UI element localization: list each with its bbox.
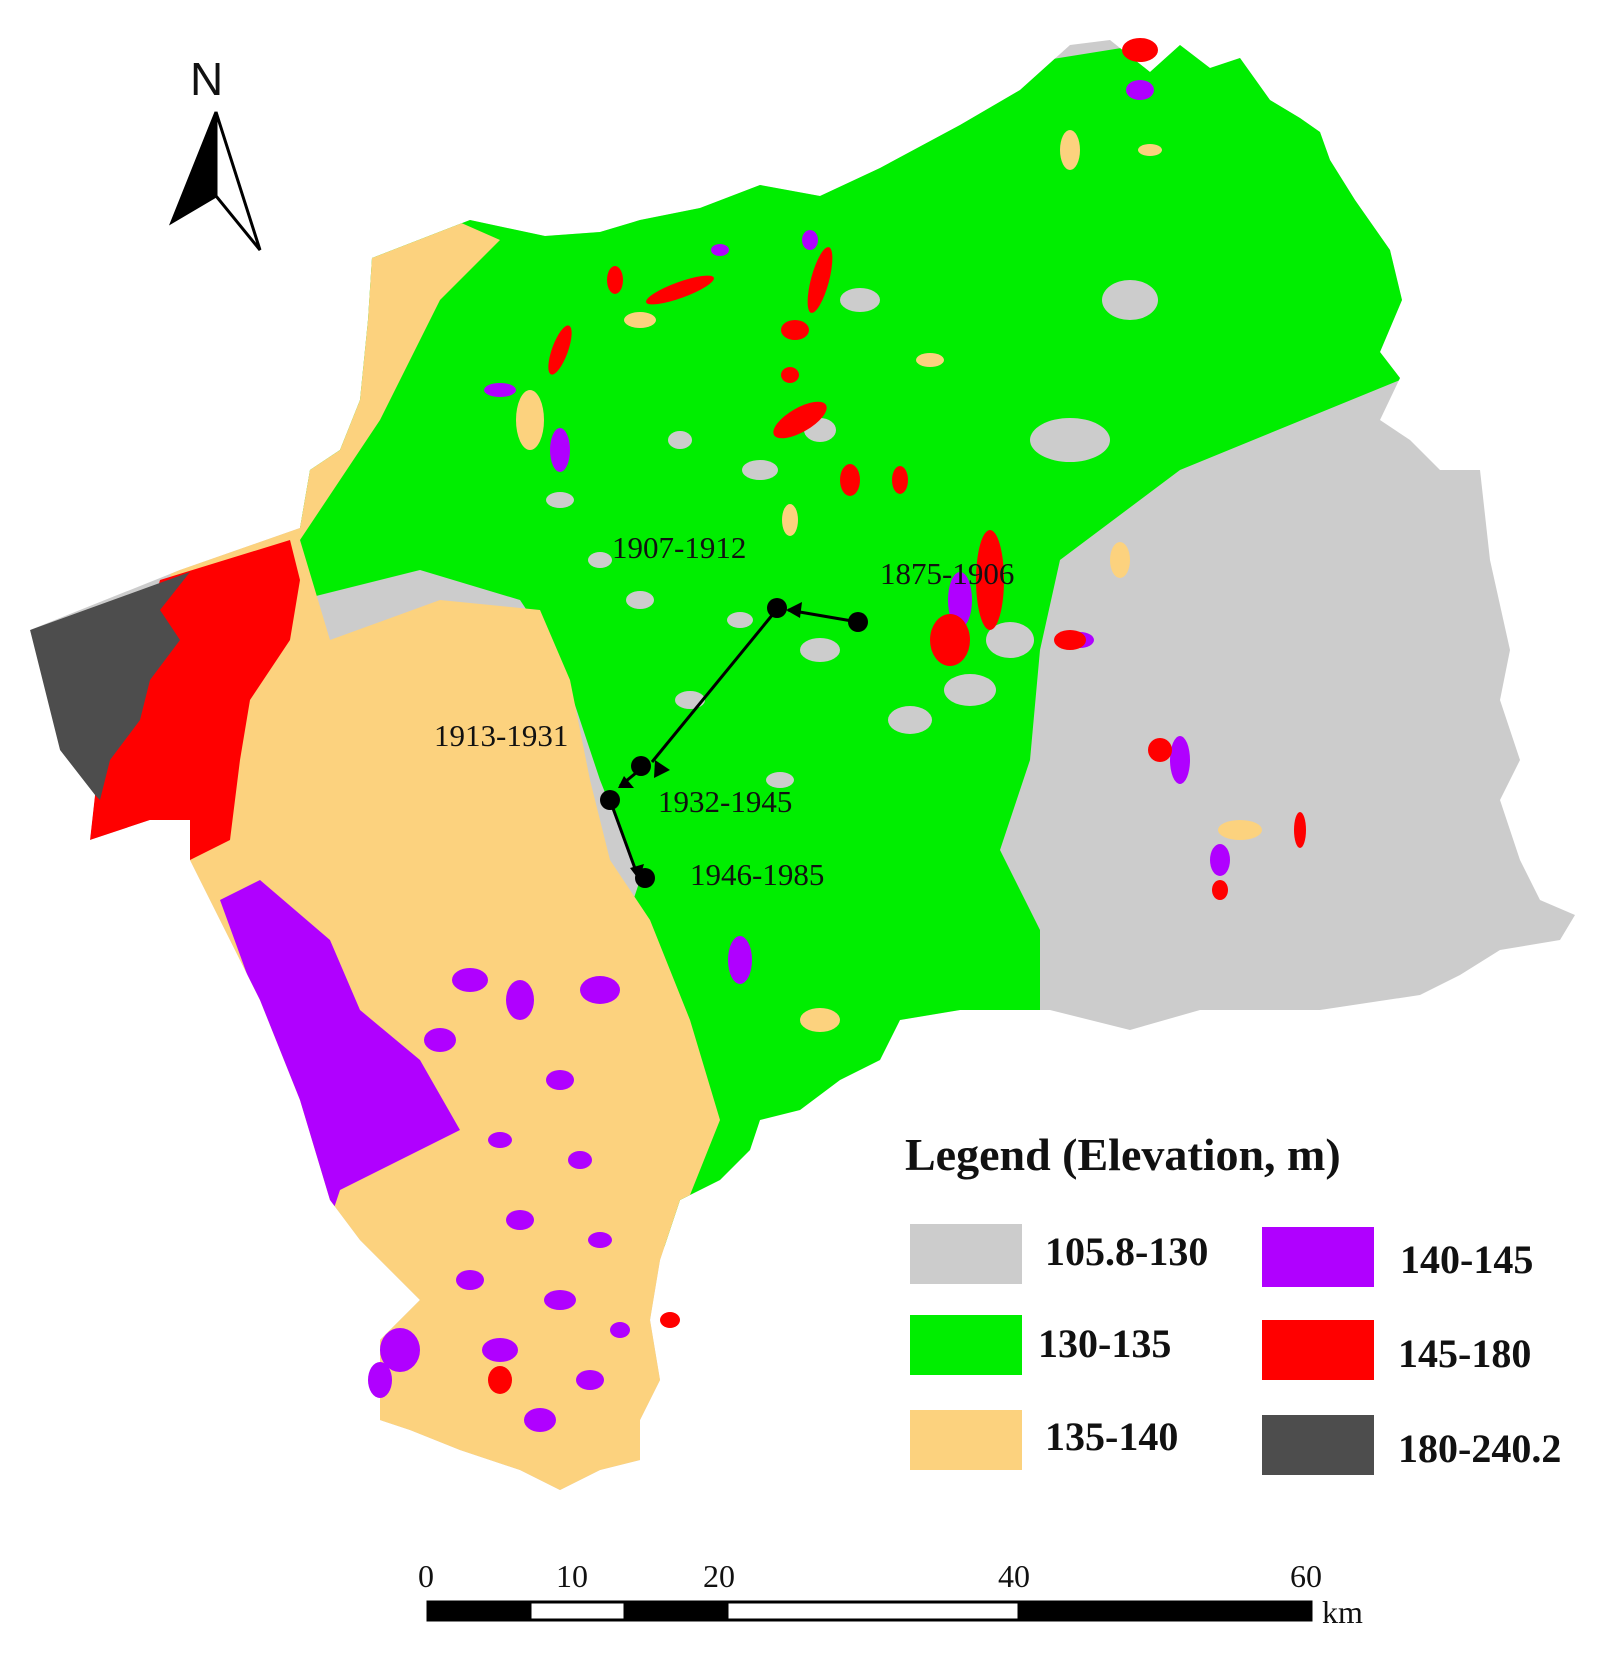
track-segment — [650, 607, 780, 763]
period-label: 1932-1945 — [658, 784, 793, 819]
period-point-1875-1906 — [848, 612, 868, 632]
legend-label: 105.8-130 — [1045, 1229, 1209, 1274]
period-label: 1913-1931 — [434, 718, 569, 753]
arrowhead — [654, 760, 670, 778]
legend-label: 180-240.2 — [1398, 1426, 1562, 1471]
legend-swatch — [1262, 1415, 1374, 1475]
period-label: 1946-1985 — [690, 857, 825, 892]
north-label: N — [190, 53, 224, 105]
scale-tick-label: 10 — [556, 1558, 588, 1594]
legend-swatch — [1262, 1320, 1374, 1380]
arrowhead — [786, 602, 802, 618]
period-track — [600, 598, 868, 888]
north-arrow-icon — [168, 111, 262, 251]
period-label: 1907-1912 — [612, 530, 747, 565]
legend-title: Legend (Elevation, m) — [905, 1129, 1341, 1180]
period-point-1913-1931 — [631, 756, 651, 776]
arrowhead — [618, 776, 634, 788]
legend-swatch — [910, 1224, 1022, 1284]
scale-unit-label: km — [1322, 1594, 1363, 1630]
scale-tick-label: 20 — [703, 1558, 735, 1594]
track-segment — [608, 799, 639, 875]
zone-180-240 — [30, 572, 190, 800]
legend-swatch — [910, 1315, 1022, 1375]
zone-140-145 — [220, 880, 460, 1220]
patches-yellow — [516, 130, 1262, 1032]
scale-tick-label: 60 — [1290, 1558, 1322, 1594]
patches-gray — [546, 280, 1158, 788]
patches-red — [488, 38, 1306, 1394]
period-point-1946-1985 — [635, 868, 655, 888]
legend-label: 145-180 — [1398, 1331, 1532, 1376]
period-point-1907-1912 — [767, 598, 787, 618]
scale-tick-label: 0 — [418, 1558, 434, 1594]
scale-bar — [426, 1600, 1313, 1622]
zone-145-180 — [90, 540, 300, 860]
legend-label: 140-145 — [1400, 1237, 1534, 1282]
period-point-1932-1945 — [600, 790, 620, 810]
legend-label: 130-135 — [1038, 1321, 1172, 1366]
legend-swatch — [1262, 1227, 1374, 1287]
scale-tick-label: 40 — [998, 1558, 1030, 1594]
legend-swatch — [910, 1410, 1022, 1470]
period-label: 1875-1906 — [880, 556, 1015, 591]
patches-purple — [368, 80, 1230, 1432]
elevation-map — [30, 38, 1575, 1490]
legend-label: 135-140 — [1045, 1414, 1179, 1459]
